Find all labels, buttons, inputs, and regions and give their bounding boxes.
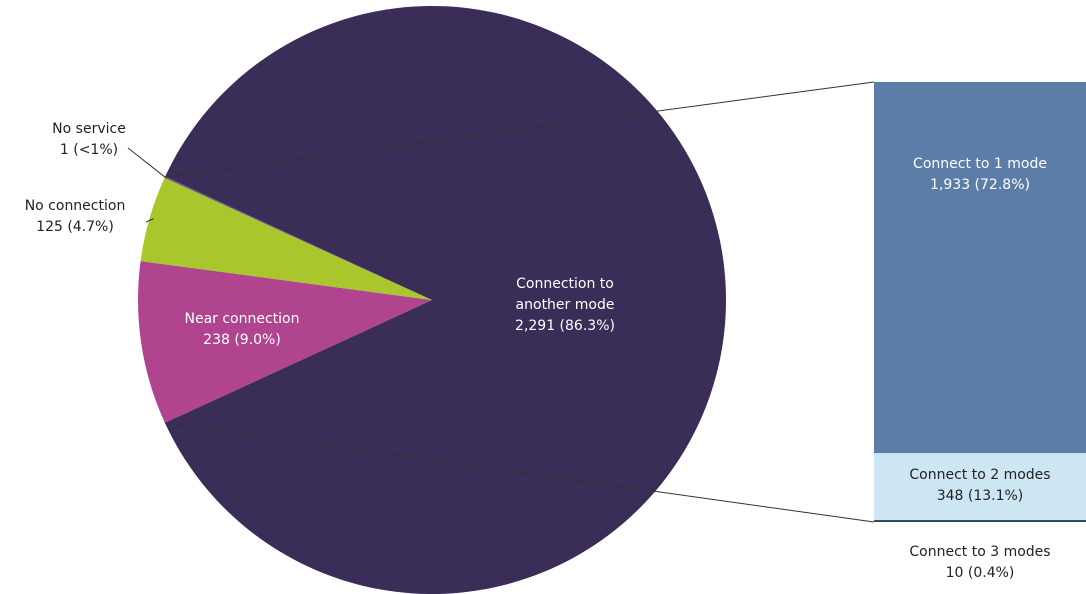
slice-label-near-connection: Near connection 238 (9.0%) bbox=[184, 311, 299, 348]
labels: Connection to another mode 2,291 (86.3%) Ne… bbox=[25, 121, 1051, 581]
pie-slice-connection-to-another-mode bbox=[164, 5, 726, 594]
pie-slice-no-service bbox=[164, 176, 432, 300]
bar-segment-connect-to-3-modes bbox=[874, 520, 1086, 522]
pie bbox=[138, 5, 726, 594]
leader-line-no-service bbox=[127, 147, 166, 178]
connector-line-bottom bbox=[164, 422, 875, 523]
bar-segment-connect-to-1-mode bbox=[874, 82, 1086, 454]
bar-segment-connect-to-2-modes bbox=[874, 453, 1086, 521]
slice-label-connection-to-another-mode: Connection to another mode 2,291 (86.3%) bbox=[515, 276, 615, 334]
stacked-bar bbox=[874, 82, 1086, 522]
bar-label-connect-to-2-modes: Connect to 2 modes 348 (13.1%) bbox=[909, 467, 1050, 504]
bar-label-connect-to-3-modes: Connect to 3 modes 10 (0.4%) bbox=[909, 544, 1050, 581]
slice-label-no-connection: No connection 125 (4.7%) bbox=[25, 198, 126, 235]
pie-slice-near-connection bbox=[138, 261, 433, 423]
connector-line-top bbox=[164, 81, 875, 178]
slice-label-no-service: No service 1 (<1%) bbox=[52, 121, 126, 158]
connector-lines bbox=[164, 81, 875, 523]
bar-label-connect-to-1-mode: Connect to 1 mode 1,933 (72.8%) bbox=[913, 156, 1047, 193]
pie-slice-no-connection bbox=[140, 177, 432, 300]
leader-line-no-connection bbox=[145, 218, 154, 223]
